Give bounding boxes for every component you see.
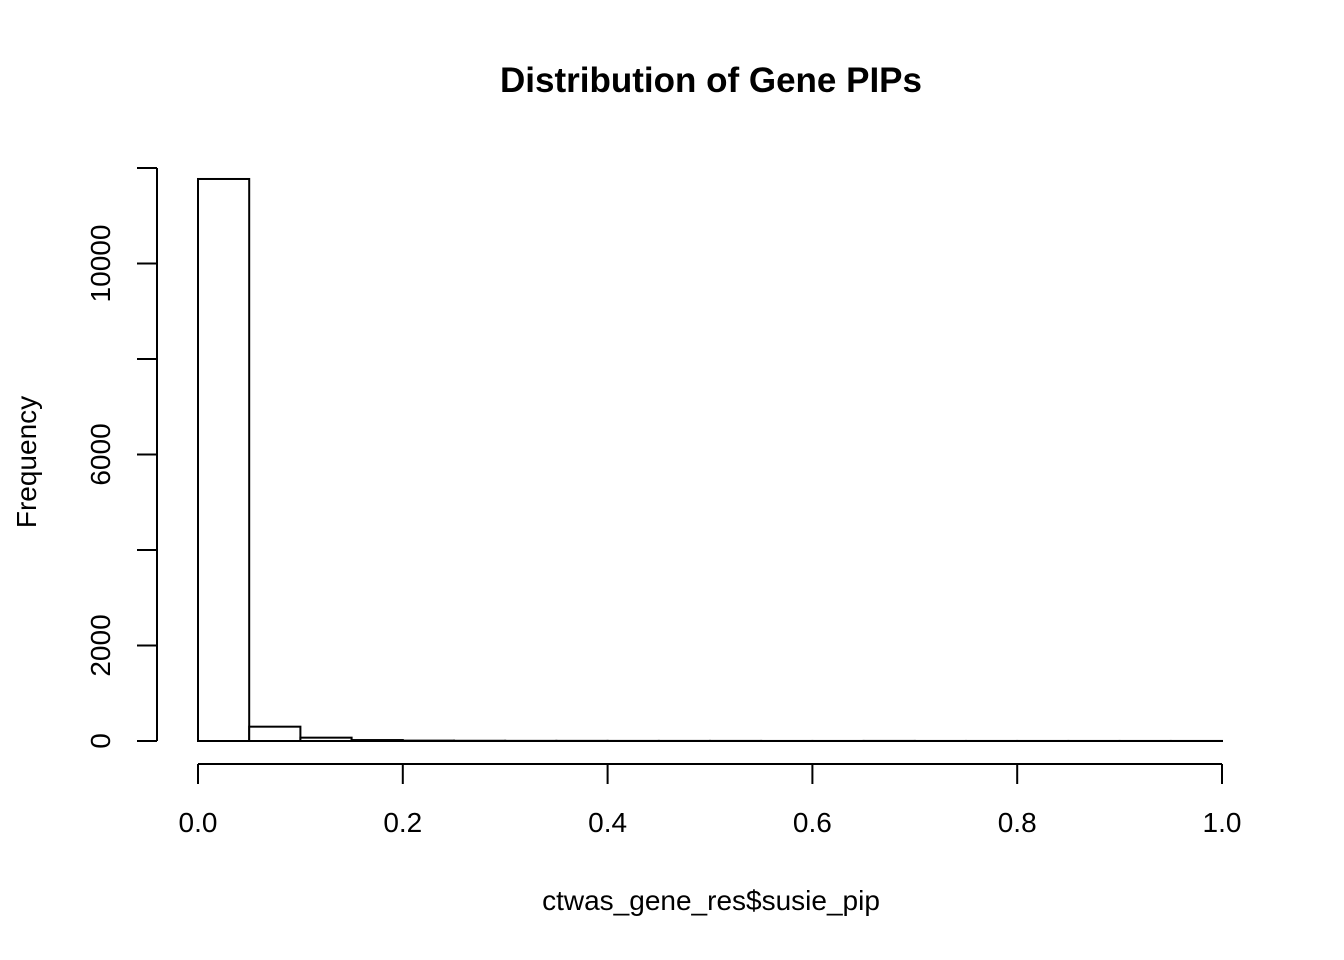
x-tick-label: 0.2 xyxy=(383,807,422,838)
y-tick-label: 10000 xyxy=(85,225,116,303)
histogram-bar xyxy=(197,177,251,743)
x-axis: 0.0 0.2 0.4 0.6 0.8 1.0 xyxy=(179,763,1242,838)
x-tick-label: 0.8 xyxy=(998,807,1037,838)
x-tick-label: 0.0 xyxy=(179,807,218,838)
y-tick-label: 6000 xyxy=(85,423,116,485)
y-axis: 0 2000 6000 10000 xyxy=(85,167,158,749)
chart-title: Distribution of Gene PIPs xyxy=(500,61,922,100)
y-axis-label: Frequency xyxy=(11,396,42,528)
x-axis-label: ctwas_gene_res$susie_pip xyxy=(542,885,880,916)
y-tick-label: 2000 xyxy=(85,614,116,676)
bars-group xyxy=(197,177,1224,743)
x-tick-label: 0.4 xyxy=(588,807,627,838)
histogram-bar xyxy=(248,725,302,742)
x-tick-label: 1.0 xyxy=(1203,807,1242,838)
y-tick-label: 0 xyxy=(85,733,116,749)
histogram-bar xyxy=(299,736,353,742)
x-tick-label: 0.6 xyxy=(793,807,832,838)
histogram-bar xyxy=(350,739,404,742)
